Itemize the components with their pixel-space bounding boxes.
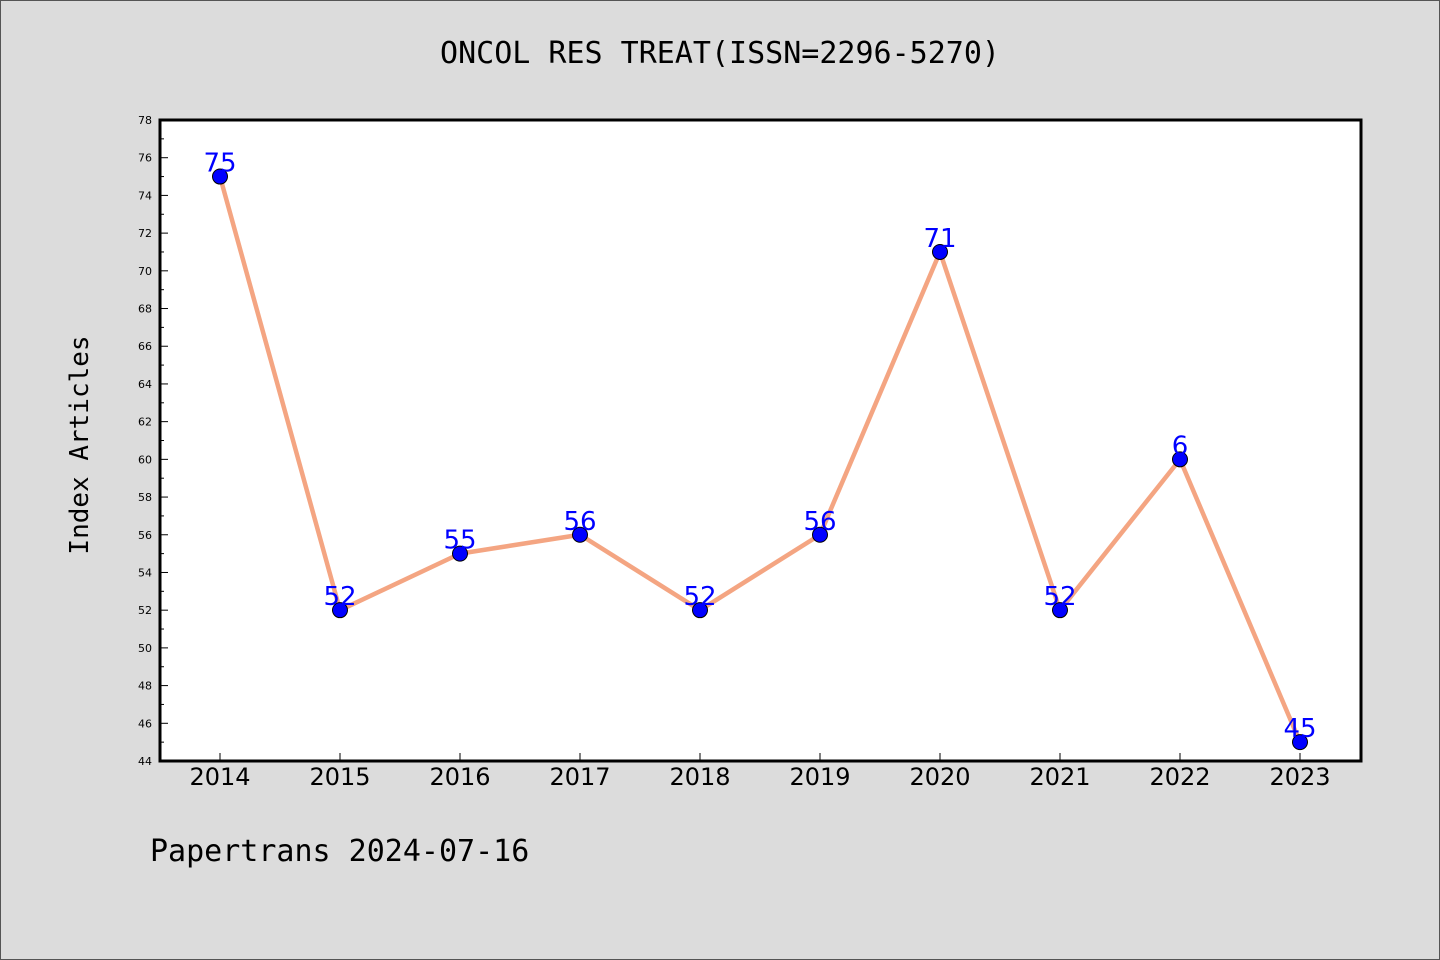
x-tick-label: 2023 [1269, 763, 1330, 791]
y-tick-label: 46 [138, 717, 152, 730]
data-point [1292, 734, 1308, 751]
data-label: 56 [563, 507, 596, 537]
x-tick-label: 2020 [909, 763, 970, 791]
y-tick-label: 56 [138, 529, 152, 542]
y-tick-label: 48 [138, 680, 152, 693]
footer-text: Papertrans 2024-07-16 [150, 834, 530, 869]
x-tick-label: 2022 [1149, 763, 1210, 791]
data-point [1172, 451, 1188, 468]
x-tick-label: 2018 [669, 763, 730, 791]
y-tick-label: 44 [138, 755, 152, 768]
data-label: 52 [683, 582, 716, 612]
y-tick-label: 50 [138, 642, 152, 655]
x-tick-label: 2021 [1029, 763, 1090, 791]
y-tick-label: 54 [138, 566, 152, 579]
data-point [692, 602, 708, 619]
y-tick-label: 58 [138, 491, 152, 504]
y-tick-label: 64 [138, 378, 152, 391]
data-label: 75 [203, 149, 236, 179]
series-line [217, 174, 1303, 745]
data-point [212, 168, 228, 185]
chart-title: ONCOL RES TREAT(ISSN=2296-5270) [440, 36, 1000, 71]
data-point [932, 243, 948, 260]
y-tick-label: 76 [138, 152, 152, 165]
data-label: 71 [923, 224, 956, 254]
data-label: 6 [1172, 431, 1189, 461]
y-tick-label: 70 [138, 265, 152, 278]
x-tick-label: 2017 [549, 763, 610, 791]
data-label: 52 [323, 582, 356, 612]
data-label: 55 [443, 526, 476, 556]
plot-area [158, 118, 1363, 763]
y-tick-label: 62 [138, 416, 152, 429]
y-tick-label: 78 [138, 114, 152, 127]
data-point [812, 526, 828, 543]
data-point [572, 526, 588, 543]
data-label: 45 [1283, 714, 1316, 744]
y-tick-label: 74 [138, 189, 152, 202]
y-tick-label: 60 [138, 453, 152, 466]
y-tick-label: 52 [138, 604, 152, 617]
y-tick-label: 72 [138, 227, 152, 240]
data-point [1052, 602, 1068, 619]
data-point [452, 545, 468, 562]
data-label: 52 [1043, 582, 1076, 612]
data-point [332, 602, 348, 619]
x-tick-label: 2015 [309, 763, 370, 791]
y-tick-label: 68 [138, 303, 152, 316]
x-tick-label: 2014 [189, 763, 250, 791]
y-tick-label: 66 [138, 340, 152, 353]
x-tick-label: 2019 [789, 763, 850, 791]
data-label: 56 [803, 507, 836, 537]
x-tick-label: 2016 [429, 763, 490, 791]
